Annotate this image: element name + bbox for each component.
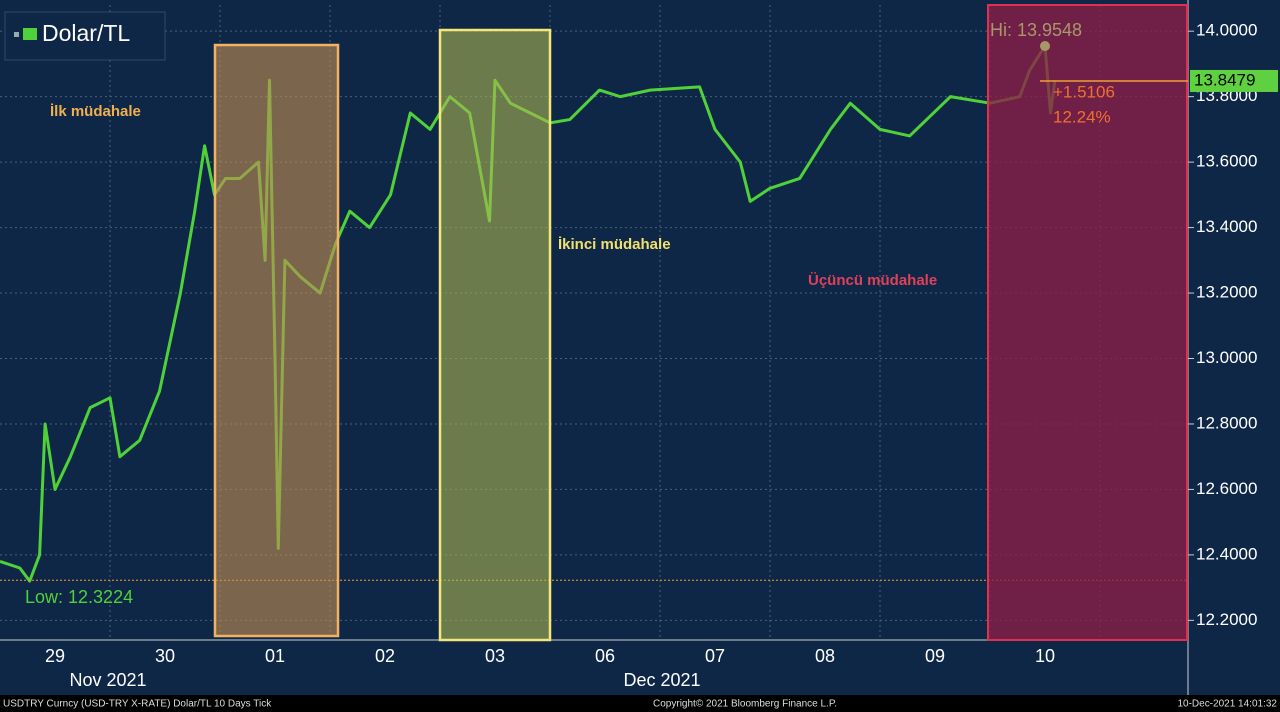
x-tick-label: 02 [375, 646, 395, 666]
legend-label: Dolar/TL [42, 20, 130, 46]
high-marker [1040, 40, 1050, 51]
y-tick-label: 13.2000 [1196, 283, 1257, 302]
x-tick-label: 10 [1035, 646, 1055, 666]
high-label: Hi: 13.9548 [990, 20, 1082, 40]
legend-dot [14, 32, 19, 37]
footer-center: Copyright© 2021 Bloomberg Finance L.P. [653, 699, 837, 710]
x-tick-label: 29 [45, 646, 65, 666]
x-tick-label: 03 [485, 646, 505, 666]
annotation: İlk müdahale [50, 103, 141, 120]
y-tick-label: 12.2000 [1196, 610, 1257, 629]
legend-swatch [23, 28, 37, 40]
footer-bar [0, 695, 1280, 712]
x-tick-label: 09 [925, 646, 945, 666]
highlight-first [213, 43, 340, 638]
y-tick-label: 13.4000 [1196, 217, 1257, 236]
last-price-label: 13.8479 [1194, 70, 1255, 89]
price-line [0, 44, 1057, 583]
y-tick-label: 14.0000 [1196, 21, 1257, 40]
annotation: İkinci müdahale [558, 236, 671, 253]
highlight-second [438, 28, 552, 642]
change-pct-label: 12.24% [1053, 107, 1111, 126]
x-tick-label: 06 [595, 646, 615, 666]
last-price-box [1190, 69, 1278, 92]
y-tick-label: 12.6000 [1196, 479, 1257, 498]
footer-left: USDTRY Curncy (USD-TRY X-RATE) Dolar/TL … [3, 699, 272, 710]
month-label: Nov 2021 [69, 670, 146, 690]
low-label: Low: 12.3224 [25, 587, 133, 607]
x-tick-label: 07 [705, 646, 725, 666]
footer-right: 10-Dec-2021 14:01:32 [1177, 699, 1277, 710]
month-label: Dec 2021 [623, 670, 700, 690]
y-tick-label: 13.0000 [1196, 348, 1257, 367]
x-tick-label: 01 [265, 646, 285, 666]
x-tick-label: 08 [815, 646, 835, 666]
y-tick-label: 12.8000 [1196, 413, 1257, 432]
annotation: Üçüncü müdahale [808, 272, 937, 289]
y-tick-label: 12.4000 [1196, 544, 1257, 563]
x-tick-label: 30 [155, 646, 175, 666]
change-label: +1.5106 [1053, 82, 1115, 101]
highlight-third [987, 4, 1188, 641]
y-tick-label: 13.6000 [1196, 152, 1257, 171]
